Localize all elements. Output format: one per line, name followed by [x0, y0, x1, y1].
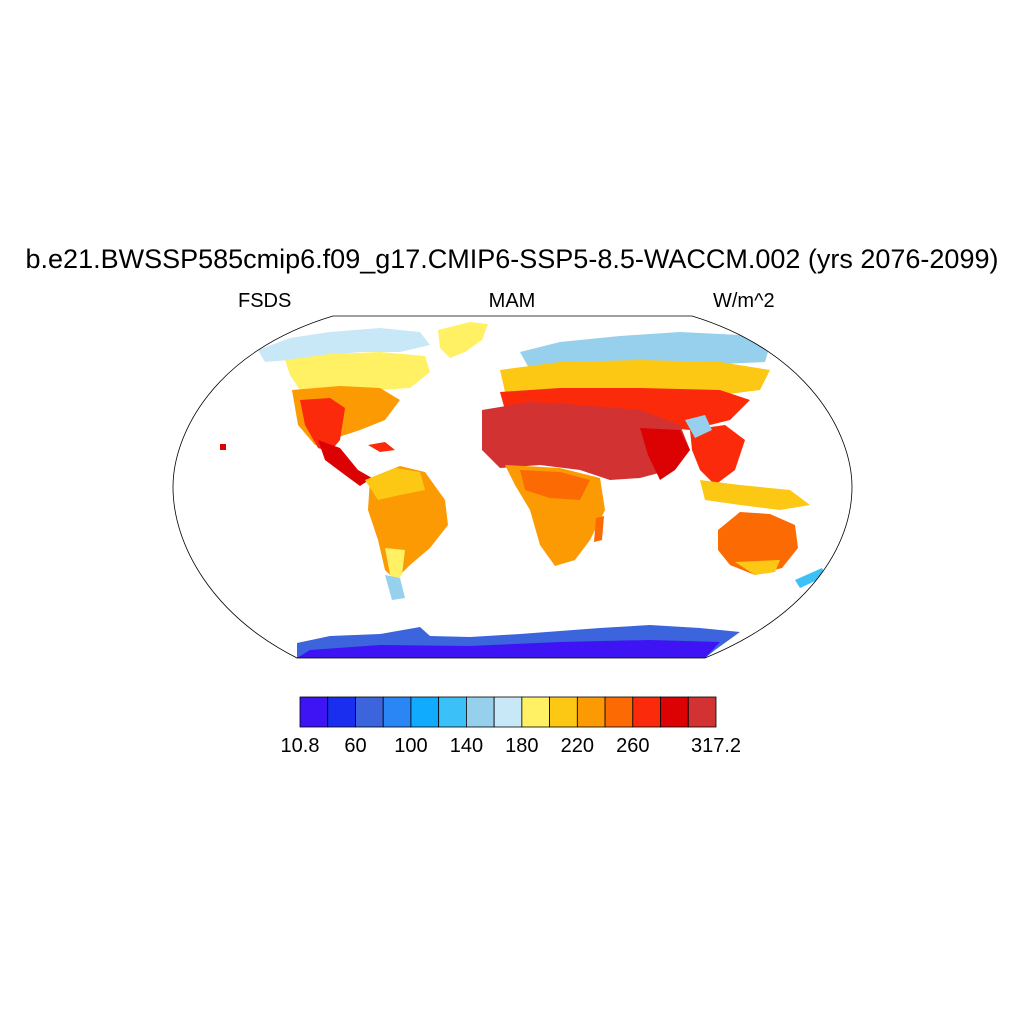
- hawaii: [220, 444, 226, 450]
- variable-label: FSDS: [238, 290, 292, 312]
- eurasia-mid: [500, 360, 770, 395]
- colorbar: 10.8 60 100 140 180 220 260 317.2: [281, 696, 741, 757]
- colorbar-swatch: [327, 696, 356, 728]
- south-america-north: [365, 468, 425, 500]
- units-label: W/m^2: [713, 290, 775, 312]
- central-america: [318, 440, 372, 486]
- colorbar-swatch: [299, 696, 329, 728]
- colorbar-tick-label: 100: [394, 735, 427, 757]
- colorbar-swatch: [521, 696, 550, 728]
- colorbar-swatch: [549, 696, 578, 728]
- australia: [718, 512, 798, 575]
- colorbar-swatch: [382, 696, 412, 728]
- colorbar-swatch: [410, 696, 440, 728]
- patagonia: [385, 575, 405, 600]
- plot-title: b.e21.BWSSP585cmip6.f09_g17.CMIP6-SSP5-8…: [25, 244, 999, 274]
- colorbar-tick-label: 140: [450, 735, 483, 757]
- sahara-middle-east: [482, 402, 690, 480]
- colorbar-tick-label: 60: [344, 735, 366, 757]
- colorbar-swatch: [438, 696, 467, 728]
- colorbar-swatch: [660, 696, 689, 728]
- mexico-usa-sw: [300, 398, 345, 452]
- arctic-eurasia: [520, 332, 770, 370]
- north-america-north: [258, 328, 430, 362]
- madagascar: [594, 516, 604, 542]
- colorbar-swatch: [493, 696, 523, 728]
- new-zealand: [795, 568, 826, 588]
- colorbar-swatch: [355, 696, 384, 728]
- colorbar-swatch: [576, 696, 606, 728]
- colorbar-swatch: [632, 696, 661, 728]
- map-land: [220, 322, 826, 658]
- indonesia: [700, 480, 810, 510]
- season-label: MAM: [488, 290, 536, 312]
- tibet: [685, 415, 712, 438]
- se-asia: [690, 425, 745, 485]
- colorbar-tick-label: 10.8: [281, 735, 320, 757]
- caribbean: [368, 442, 395, 452]
- south-america-south: [385, 548, 405, 585]
- colorbar-tick-label: 260: [616, 735, 649, 757]
- colorbar-swatch: [604, 696, 634, 728]
- india: [640, 428, 690, 480]
- north-america-mid: [285, 352, 430, 390]
- colorbar-tick-label: 317.2: [691, 735, 741, 757]
- greenland: [438, 322, 488, 358]
- antarctica-interior: [297, 640, 720, 658]
- colorbar-tick-label: 220: [561, 735, 594, 757]
- colorbar-swatch: [687, 696, 717, 728]
- colorbar-tick-label: 180: [505, 735, 538, 757]
- colorbar-swatch: [465, 696, 495, 728]
- africa-central: [520, 470, 590, 500]
- australia-south: [735, 560, 780, 575]
- map-boundary: [172, 315, 853, 659]
